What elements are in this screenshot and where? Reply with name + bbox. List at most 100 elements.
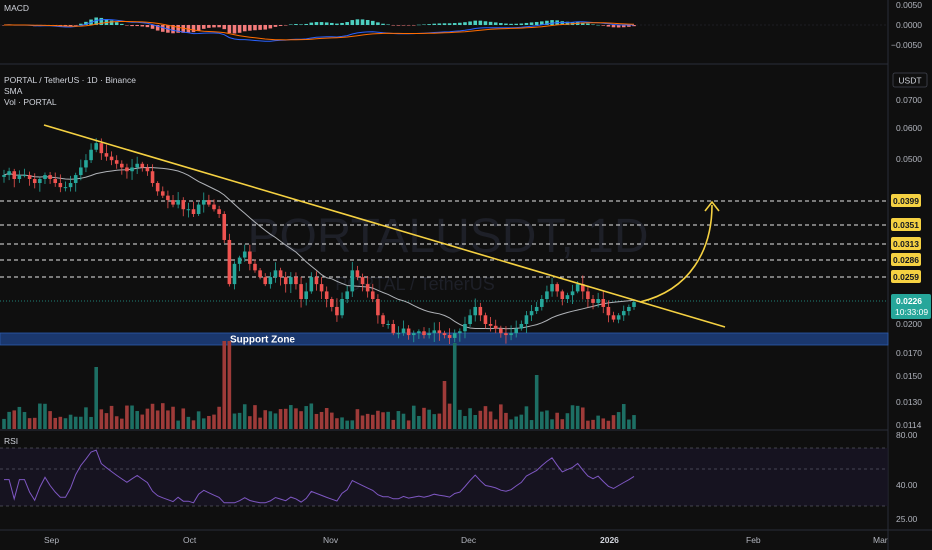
volume-bar (468, 408, 472, 429)
rsi-legend[interactable]: RSI (4, 436, 18, 447)
macd-hist-bar (606, 25, 611, 27)
volume-bar (534, 375, 539, 429)
volume-bar (355, 409, 360, 429)
candle-body (120, 163, 124, 168)
macd-hist-bar (160, 25, 165, 32)
price-tag-0259 (891, 270, 921, 283)
macd-hist-bar (478, 20, 483, 25)
projection-arrow (639, 204, 713, 303)
candle-body (514, 328, 518, 334)
candle-body (53, 179, 58, 184)
volume-bar (586, 420, 590, 429)
candle-body (616, 315, 621, 320)
volume-bar (432, 414, 437, 429)
volume-bar (273, 413, 278, 429)
macd-hist-bar (258, 25, 262, 30)
macd-hist-bar (621, 25, 626, 28)
macd-hist-bar (370, 20, 375, 25)
macd-hist-bar (432, 23, 437, 25)
macd-line (3, 18, 635, 42)
macd-hist-bar (84, 21, 88, 25)
candle-body (432, 330, 437, 334)
candle-body (68, 183, 73, 188)
candle-body (463, 324, 467, 332)
macd-hist-bar (411, 25, 416, 26)
macd-hist-bar (540, 21, 544, 25)
volume-bar (289, 405, 293, 429)
main-legend[interactable]: PORTAL / TetherUS · 1D · Binance SMA Vol… (4, 75, 136, 108)
candle-body (273, 270, 278, 278)
volume-bar (135, 411, 139, 429)
volume-bar (12, 410, 17, 429)
volume-bar (391, 419, 396, 429)
candle-body (447, 335, 452, 338)
macd-hist-bar (529, 22, 534, 25)
time-axis[interactable]: Sep Oct Nov Dec 2026 Feb Mar (44, 535, 888, 545)
candle-body (212, 204, 216, 210)
volume-bar (120, 418, 124, 429)
candle-body (488, 324, 493, 326)
volume-bar (632, 415, 636, 429)
currency-badge[interactable] (892, 72, 928, 88)
volume-bar (601, 418, 606, 429)
macd-hist-bar (99, 17, 104, 25)
macd-hist-bar (196, 25, 201, 31)
macd-hist-bar (94, 17, 98, 25)
macd-hist-bar (627, 25, 631, 27)
volume-bar (570, 405, 575, 429)
price-tag-0259-label: 0.0259 (893, 272, 919, 282)
volume-bar (38, 403, 42, 429)
candle-body (63, 187, 68, 189)
macd-legend[interactable]: MACD (4, 3, 29, 14)
macd-hist-bar (345, 22, 349, 25)
current-price-label: 0.0226 (896, 296, 922, 306)
price-axis[interactable]: 0.0700 0.0600 0.0500 0.0200 0.0170 0.015… (896, 95, 922, 430)
watermark-symbol: PORTALUSDT, 1D (248, 210, 649, 263)
candle-body (411, 333, 416, 336)
candle-body (560, 291, 565, 300)
volume-bar (278, 409, 283, 429)
volume-bar (248, 416, 252, 429)
macd-hist-bar (591, 24, 595, 25)
candle-body (627, 306, 631, 312)
volume-bar (171, 406, 175, 429)
candle-body (509, 333, 513, 336)
candle-body (196, 204, 201, 215)
candle-body (442, 333, 447, 336)
candle-body (335, 306, 339, 316)
volume-bar (53, 417, 58, 429)
volume-bar (58, 416, 63, 429)
time-label: Dec (461, 535, 477, 545)
candle-body (253, 263, 257, 271)
volume-bar (207, 415, 211, 429)
candle-body (237, 257, 242, 264)
candle-body (529, 311, 534, 316)
candle-body (422, 331, 426, 336)
macd-hist-bar (463, 22, 467, 25)
volume-bar (427, 409, 431, 429)
volume-bar (217, 406, 221, 429)
macd-hist-bar (340, 22, 344, 25)
candle-body (417, 331, 421, 334)
volume-bar (437, 413, 442, 429)
volume-bar (17, 406, 22, 429)
macd-hist-bar (283, 25, 288, 26)
candle-body (473, 306, 478, 316)
rsi-tick: 80.00 (896, 430, 918, 440)
macd-hist-bar (601, 25, 606, 26)
price-tick: 0.0150 (896, 371, 922, 381)
volume-bar (550, 419, 554, 429)
candle-body (611, 315, 616, 320)
volume-bar (237, 412, 242, 429)
macd-hist-bar (524, 22, 529, 25)
volume-bar (499, 404, 503, 429)
candle-body (140, 163, 145, 168)
macd-hist-bar (350, 20, 355, 25)
candle-body (406, 328, 411, 336)
candle-body (130, 167, 134, 172)
volume-bar (7, 411, 11, 429)
candle-body (621, 311, 626, 316)
candle-body (580, 284, 585, 292)
candle-body (186, 209, 191, 211)
